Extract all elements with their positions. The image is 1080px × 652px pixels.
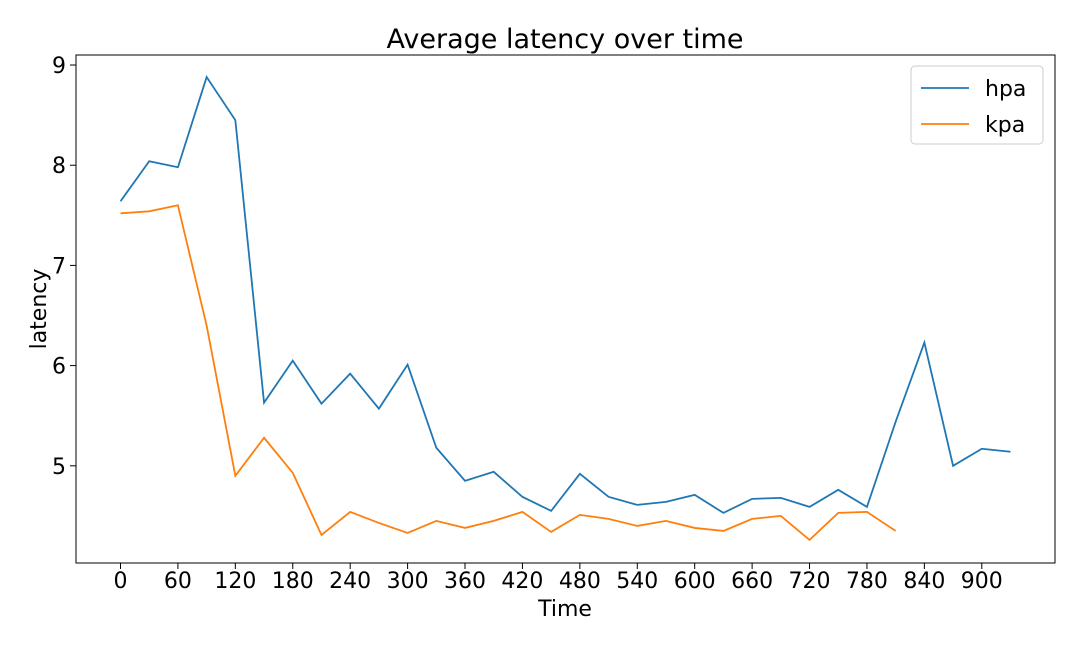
y-tick-label: 7 [52,254,66,279]
x-axis-label: Time [537,597,592,622]
legend-label: kpa [985,113,1025,138]
plot-frame [75,54,1056,564]
x-tick-label: 900 [961,569,1003,594]
x-tick-label: 840 [903,569,945,594]
x-tick-label: 300 [387,569,429,594]
x-tick-label: 780 [846,569,888,594]
y-axis-label: latency [27,269,52,350]
y-tick-label: 8 [52,154,66,179]
x-tick-label: 660 [731,569,773,594]
x-tick-label: 180 [272,569,314,594]
x-tick-label: 540 [616,569,658,594]
x-tick-label: 60 [164,569,192,594]
legend-label: hpa [985,77,1026,102]
x-tick-label: 600 [674,569,716,594]
line-series [119,74,1011,514]
x-tick-label: 360 [444,569,486,594]
x-tick-label: 120 [214,569,256,594]
line-series [120,204,897,542]
chart-title: Average latency over time [386,24,743,55]
y-tick-label: 9 [52,54,66,79]
x-tick-label: 480 [559,569,601,594]
x-tick-label: 0 [114,569,128,594]
x-tick-label: 720 [789,569,831,594]
y-tick-label: 5 [52,455,66,480]
y-tick-label: 6 [52,355,66,380]
x-tick-label: 420 [501,569,543,594]
x-tick-label: 240 [329,569,371,594]
